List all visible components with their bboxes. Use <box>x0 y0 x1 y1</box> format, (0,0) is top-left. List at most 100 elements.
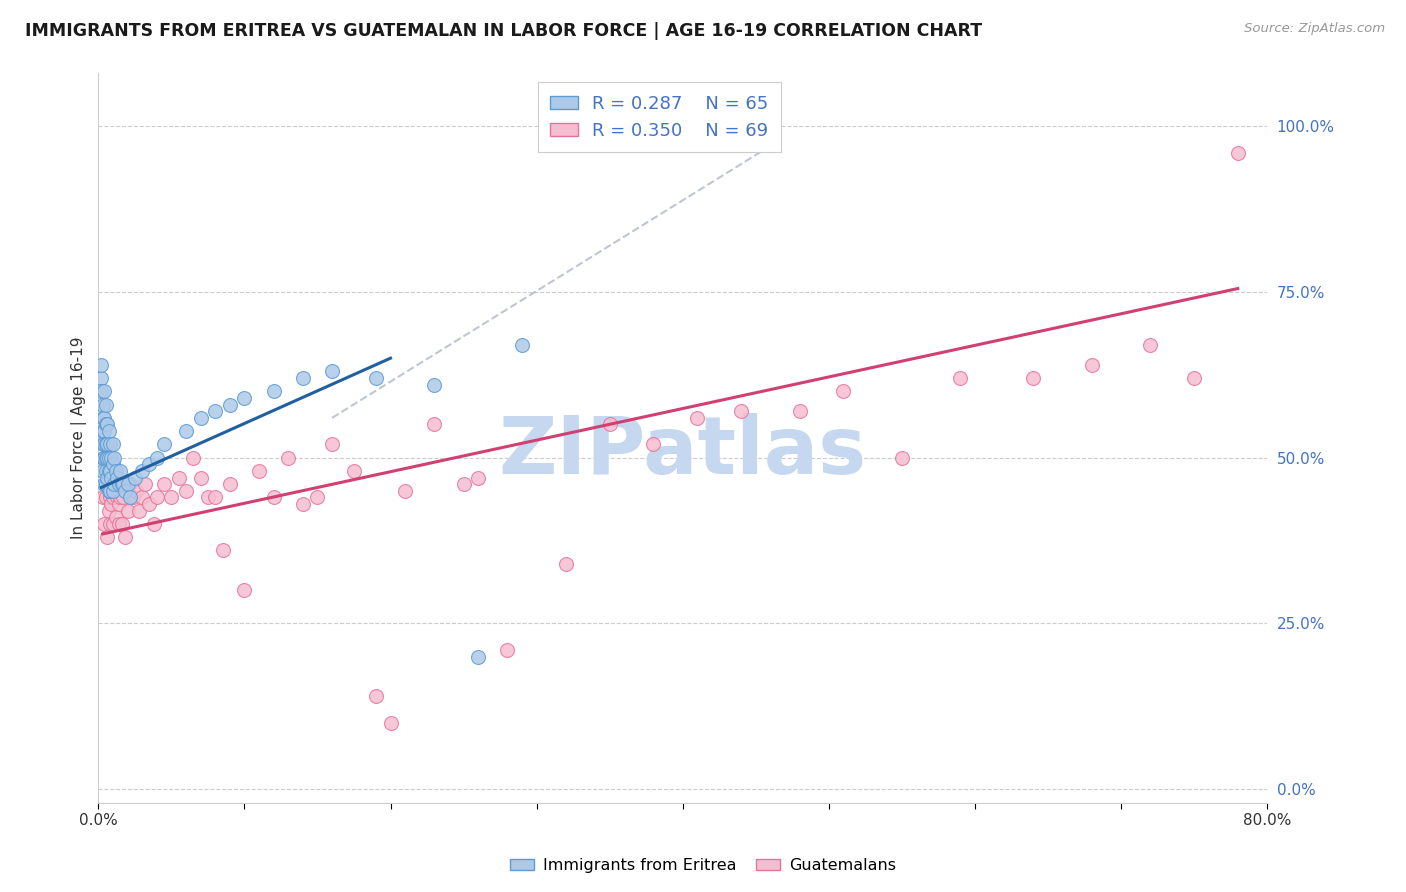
Point <box>599 417 621 432</box>
Point <box>91 491 114 505</box>
Point <box>96 470 118 484</box>
Point <box>343 464 366 478</box>
Point <box>1139 338 1161 352</box>
Point <box>453 477 475 491</box>
Point <box>94 417 117 432</box>
Point <box>96 450 118 465</box>
Point <box>263 384 285 399</box>
Point <box>93 410 115 425</box>
Point <box>114 530 136 544</box>
Point <box>110 464 132 478</box>
Point <box>94 477 117 491</box>
Point <box>380 715 402 730</box>
Point <box>111 516 134 531</box>
Point <box>190 410 212 425</box>
Point <box>467 470 489 484</box>
Point <box>643 437 665 451</box>
Point <box>103 477 125 491</box>
Point <box>131 491 153 505</box>
Point <box>1080 358 1102 372</box>
Point <box>181 450 204 465</box>
Point <box>730 404 752 418</box>
Point <box>233 583 256 598</box>
Point <box>97 450 120 465</box>
Point <box>218 398 240 412</box>
Point <box>204 491 226 505</box>
Point <box>100 450 122 465</box>
Point <box>554 557 576 571</box>
Point <box>789 404 811 418</box>
Point <box>263 491 285 505</box>
Point <box>93 477 115 491</box>
Point <box>117 504 139 518</box>
Point <box>120 491 142 505</box>
Point <box>128 504 150 518</box>
Point <box>160 491 183 505</box>
Point <box>93 516 115 531</box>
Point <box>233 391 256 405</box>
Point <box>131 464 153 478</box>
Point <box>146 491 169 505</box>
Point <box>134 477 156 491</box>
Point <box>93 437 115 451</box>
Point <box>115 477 138 491</box>
Point <box>1022 371 1045 385</box>
Point <box>91 424 114 438</box>
Point <box>96 417 118 432</box>
Point <box>91 450 114 465</box>
Point <box>98 483 121 498</box>
Point <box>423 377 446 392</box>
Point <box>138 497 160 511</box>
Point <box>832 384 855 399</box>
Point <box>321 364 343 378</box>
Point <box>211 543 233 558</box>
Point <box>91 410 114 425</box>
Point <box>100 470 122 484</box>
Point <box>98 491 121 505</box>
Point <box>686 410 709 425</box>
Point <box>496 643 519 657</box>
Point <box>218 477 240 491</box>
Point <box>91 398 114 412</box>
Point <box>94 491 117 505</box>
Point <box>307 491 329 505</box>
Point <box>101 483 124 498</box>
Point <box>111 477 134 491</box>
Point <box>142 516 165 531</box>
Point <box>190 470 212 484</box>
Point <box>93 450 115 465</box>
Point <box>364 371 387 385</box>
Point <box>153 477 176 491</box>
Point <box>110 491 132 505</box>
Point <box>510 338 533 352</box>
Point <box>91 437 114 451</box>
Point <box>1226 145 1249 160</box>
Point <box>112 477 135 491</box>
Point <box>93 384 115 399</box>
Text: ZIPatlas: ZIPatlas <box>499 413 868 491</box>
Point <box>125 483 148 498</box>
Point <box>94 464 117 478</box>
Point <box>105 491 128 505</box>
Point <box>90 371 112 385</box>
Point <box>105 470 128 484</box>
Point <box>104 464 127 478</box>
Point <box>90 358 112 372</box>
Point <box>103 450 125 465</box>
Point <box>94 450 117 465</box>
Point <box>107 477 129 491</box>
Point <box>93 424 115 438</box>
Point <box>101 457 124 471</box>
Point <box>97 504 120 518</box>
Point <box>101 437 124 451</box>
Point <box>247 464 270 478</box>
Point <box>96 530 118 544</box>
Point <box>98 516 121 531</box>
Point <box>117 477 139 491</box>
Text: Source: ZipAtlas.com: Source: ZipAtlas.com <box>1244 22 1385 36</box>
Point <box>91 464 114 478</box>
Point <box>394 483 416 498</box>
Point <box>90 384 112 399</box>
Y-axis label: In Labor Force | Age 16-19: In Labor Force | Age 16-19 <box>72 336 87 539</box>
Point <box>204 404 226 418</box>
